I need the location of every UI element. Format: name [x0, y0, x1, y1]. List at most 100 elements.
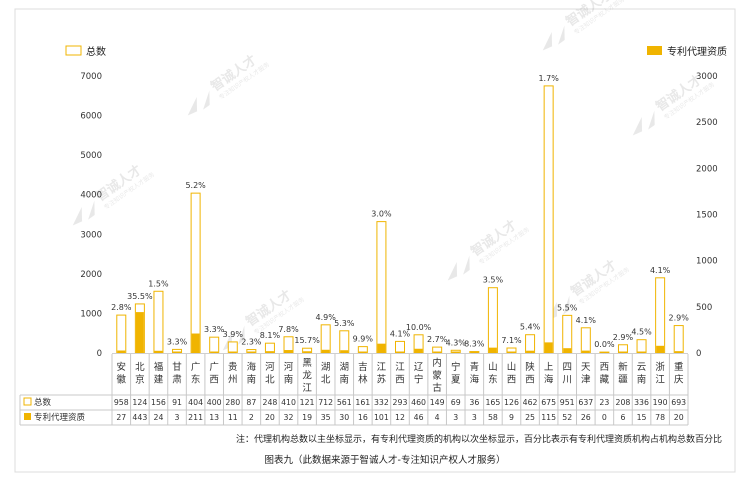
category-label: 建 [154, 374, 164, 386]
bar-patent [544, 342, 553, 353]
category-label: 江 [395, 362, 405, 373]
category-label: 江 [302, 383, 312, 394]
category-label: 西 [600, 362, 610, 373]
right-tick-label: 0 [696, 349, 701, 359]
category-label: 青 [470, 361, 480, 373]
bar-total [320, 324, 331, 354]
table-cell-total: 460 [411, 398, 426, 407]
category-label: 藏 [600, 374, 610, 386]
table-cell-patent: 4 [435, 413, 440, 422]
table-cell-patent: 20 [265, 413, 275, 422]
legend-swatch-total [65, 45, 82, 56]
table-cell-total: 712 [318, 398, 333, 407]
category-label: 湖 [340, 362, 350, 373]
percent-label: 4.1% [650, 266, 671, 275]
table-cell-patent: 2 [249, 413, 254, 422]
percent-label: 3.0% [371, 210, 392, 219]
table-cell-total: 958 [114, 398, 129, 407]
table-cell-patent: 13 [209, 413, 219, 422]
table-cell-total: 87 [246, 398, 256, 407]
category-label: 肃 [172, 374, 182, 386]
category-label: 吉 [358, 362, 368, 373]
bar-total [636, 339, 647, 354]
legend: 总数 专利代理资质 [65, 45, 727, 58]
left-tick-label: 6000 [80, 112, 102, 122]
category-label: 云 [637, 362, 647, 373]
bar-total [209, 336, 220, 354]
bar-patent [526, 350, 535, 353]
right-tick-label: 2500 [696, 118, 718, 128]
bar-patent [581, 350, 590, 353]
bar-patent [154, 350, 163, 353]
category-label: 南 [340, 374, 350, 386]
bar-patent [674, 351, 683, 353]
legend-label-patent: 专利代理资质 [667, 45, 727, 58]
bar-patent [433, 351, 442, 353]
percent-label: 3.3% [167, 337, 188, 346]
category-label: 河 [265, 361, 275, 373]
percent-label: 5.3% [334, 319, 355, 328]
bar-total [562, 314, 573, 354]
bar-total [673, 325, 684, 354]
table-cell-patent: 0 [602, 413, 607, 422]
percent-labels-layer: 2.8%35.5%1.5%3.3%5.2%3.3%3.9%2.3%8.1%7.8… [111, 74, 689, 349]
bar-patent [173, 351, 182, 353]
table-cell-total: 208 [616, 398, 631, 407]
bar-patent [191, 333, 200, 353]
percent-label: 8.1% [260, 331, 281, 340]
right-tick-label: 2000 [696, 164, 718, 174]
row-swatch-patent [24, 413, 31, 420]
table-cell-total: 462 [523, 398, 538, 407]
table-cell-total: 124 [132, 398, 147, 407]
table-cell-total: 280 [225, 398, 240, 407]
table-cell-total: 293 [393, 398, 408, 407]
table-cell-total: 121 [300, 398, 315, 407]
bar-total [655, 277, 666, 354]
table-cell-total: 126 [504, 398, 519, 407]
row-swatch-total [23, 397, 32, 406]
bar-total [153, 290, 164, 354]
percent-label: 4.3% [446, 338, 467, 347]
category-label: 夏 [451, 375, 461, 386]
category-label: 川 [562, 375, 572, 386]
bar-patent [265, 351, 274, 353]
table-cell-total: 156 [151, 398, 166, 407]
table-cell-patent: 101 [374, 413, 389, 422]
table-cell-total: 165 [485, 398, 500, 407]
bar-total [395, 340, 405, 354]
category-label: 江 [655, 375, 665, 386]
category-label: 贵 [228, 361, 238, 373]
bar-patent [135, 312, 144, 353]
percent-label: 2.9% [613, 333, 634, 342]
left-tick-label: 4000 [80, 191, 102, 201]
bar-patent [284, 350, 293, 353]
bar-patent [656, 345, 665, 353]
percent-label: 1.5% [148, 279, 169, 288]
left-tick-label: 0 [97, 349, 102, 359]
table-cell-patent: 24 [153, 413, 163, 422]
table-cell-patent: 11 [228, 413, 238, 422]
category-label: 海 [247, 361, 257, 373]
table-cell-patent: 115 [541, 413, 556, 422]
category-label: 江 [377, 362, 387, 373]
table-cell-total: 400 [207, 398, 222, 407]
table-cell-patent: 3 [472, 413, 477, 422]
right-tick-label: 1500 [696, 211, 718, 221]
table-cell-patent: 12 [395, 413, 405, 422]
bar-patent [117, 350, 126, 353]
table-cell-patent: 19 [302, 413, 312, 422]
category-label: 南 [247, 374, 257, 386]
category-label: 河 [284, 361, 294, 373]
bar-patent [247, 351, 256, 353]
category-label: 海 [470, 374, 480, 386]
legend-label-total: 总数 [86, 45, 106, 58]
table-cell-patent: 15 [637, 413, 647, 422]
category-label: 北 [321, 375, 331, 386]
bar-patent [637, 351, 646, 353]
category-label: 蒙 [432, 370, 442, 382]
table-cell-patent: 3 [453, 413, 458, 422]
bar-patent [618, 351, 627, 353]
table-cell-total: 404 [188, 398, 203, 407]
table-cell-patent: 443 [132, 413, 147, 422]
